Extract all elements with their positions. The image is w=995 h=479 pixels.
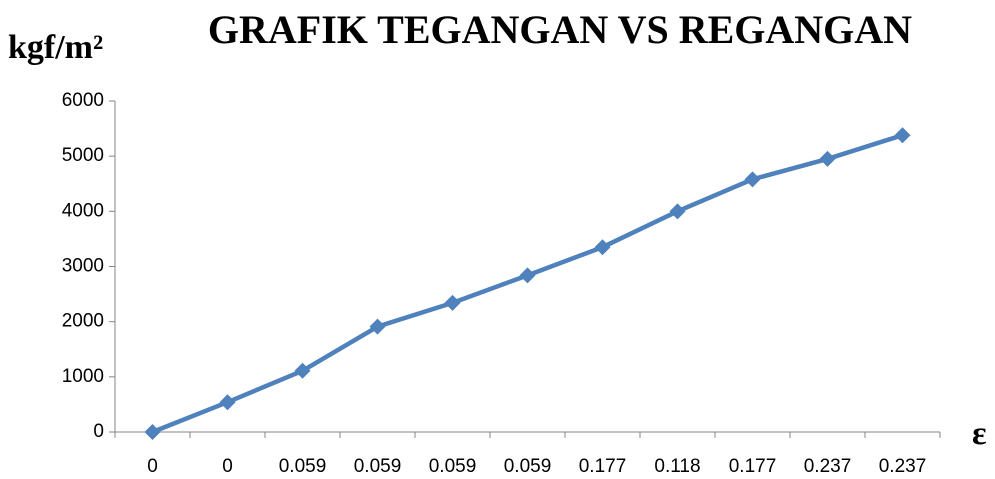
x-tick-label: 0.059 (354, 456, 402, 477)
x-tick-label: 0.177 (579, 456, 627, 477)
y-axis-label: kgf/m² (8, 29, 103, 66)
data-point (819, 150, 836, 167)
data-point (219, 394, 236, 411)
data-point (744, 171, 761, 188)
chart-title: GRAFIK TEGANGAN VS REGANGAN (208, 7, 912, 52)
y-tick-label: 2000 (62, 311, 104, 332)
data-point (519, 267, 536, 284)
y-tick-label: 0 (93, 421, 104, 442)
y-tick-label: 1000 (62, 366, 104, 387)
data-line (151, 133, 904, 435)
x-tick-label: 0.059 (504, 456, 552, 477)
y-tick-label: 3000 (62, 256, 104, 277)
data-point (594, 239, 611, 256)
x-tick-label: 0.177 (729, 456, 777, 477)
x-tick-label: 0.237 (804, 456, 852, 477)
x-tick-label: 0 (222, 456, 233, 477)
data-point (294, 362, 311, 379)
x-tick-label: 0.059 (279, 456, 327, 477)
x-axis-label: ε (972, 415, 987, 452)
x-tick-label: 0 (147, 456, 158, 477)
x-tick-label: 0.237 (879, 456, 927, 477)
data-point (369, 318, 386, 335)
x-tick-label: 0.059 (429, 456, 477, 477)
x-tick-label: 0.118 (654, 456, 700, 477)
y-tick-label: 4000 (62, 200, 104, 221)
y-tick-label: 5000 (62, 145, 104, 166)
data-point (444, 294, 461, 311)
data-point (894, 127, 911, 144)
data-point (669, 203, 686, 220)
y-tick-label: 6000 (62, 90, 104, 111)
data-point (144, 424, 161, 440)
